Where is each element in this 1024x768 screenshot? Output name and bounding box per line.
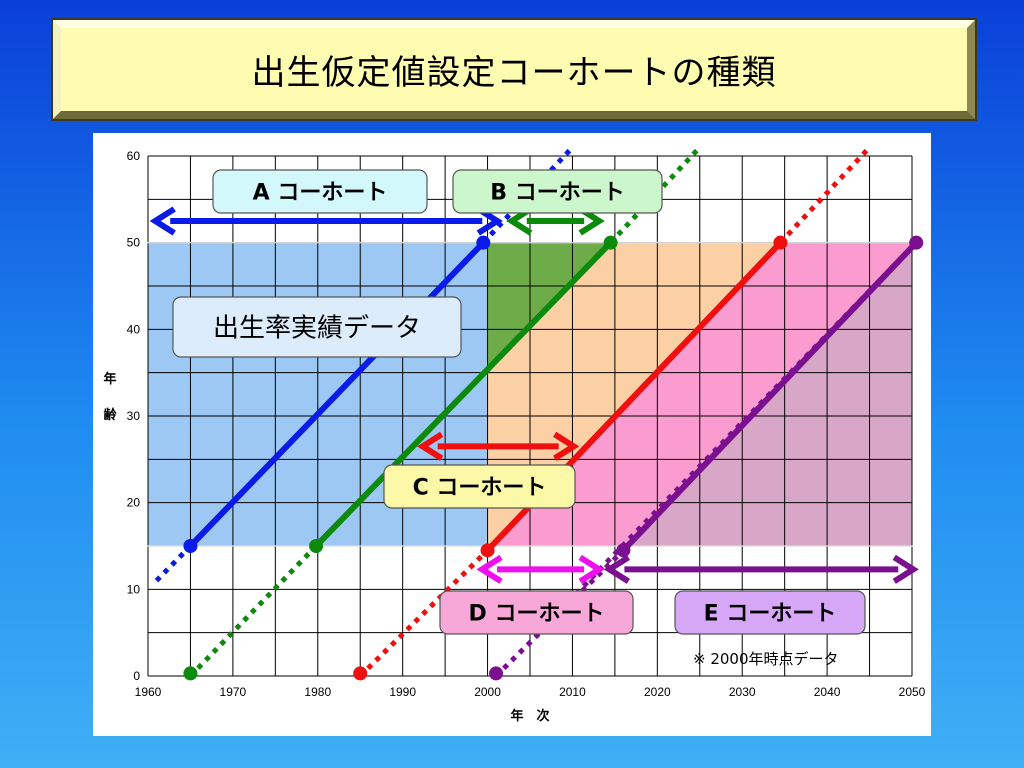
label-bg <box>674 590 866 635</box>
y-axis-label: 年 <box>103 371 116 387</box>
y-tick-label: 50 <box>127 236 141 250</box>
label-text-a: A コーホート <box>253 180 388 205</box>
cohort-point <box>616 543 631 558</box>
label-box-e: E コーホート <box>674 590 866 635</box>
arrow-head-left <box>603 554 631 584</box>
y-tick-label: 40 <box>127 322 141 336</box>
range-arrow-3 <box>476 554 605 584</box>
range-arrow-4 <box>603 554 919 584</box>
cohort-start-point <box>183 666 198 681</box>
y-tick-label: 20 <box>127 496 141 510</box>
note-text: ※ 2000年時点データ <box>693 650 839 668</box>
x-tick-label: 1980 <box>304 685 331 699</box>
label-box-c: C コーホート <box>383 464 576 509</box>
x-tick-label: 1960 <box>135 685 162 699</box>
label-bg <box>212 169 428 214</box>
arrow-head-left <box>476 554 503 584</box>
cohort-extension-high-2 <box>778 145 872 245</box>
cohort-point <box>773 235 788 250</box>
x-axis-label: 年 次 <box>510 708 549 724</box>
y-axis-label: 齢 <box>103 407 117 423</box>
label-box-actual: 出生率実績データ <box>172 296 462 358</box>
cohort-extension-low-1 <box>188 544 318 678</box>
label-text-e: E コーホート <box>704 601 837 626</box>
label-bg <box>383 464 576 509</box>
arrow-head-left <box>417 431 444 461</box>
label-bg <box>452 169 663 214</box>
cohort-point <box>480 543 495 558</box>
x-tick-label: 2030 <box>729 685 756 699</box>
x-tick-label: 2020 <box>644 685 671 699</box>
x-tick-label: 2000 <box>474 685 501 699</box>
label-box-a: A コーホート <box>212 169 428 214</box>
x-tick-label: 2010 <box>559 685 586 699</box>
y-tick-label: 10 <box>127 582 141 596</box>
range-arrow-2 <box>417 431 580 461</box>
cohort-point <box>476 235 491 250</box>
cohort-extension-low-0 <box>154 544 193 583</box>
label-box-d: D コーホート <box>439 590 634 635</box>
arrow-head-right <box>553 431 580 461</box>
chart-panel: 1960 1970 1980 1990 2000 2010 2020 2030 2040 2050… <box>93 133 931 736</box>
label-text-c: C コーホート <box>413 475 547 500</box>
label-box-b: B コーホート <box>452 169 663 214</box>
y-tick-label: 0 <box>133 669 140 683</box>
cohort-line-3 <box>620 239 920 554</box>
cohort-point <box>909 235 924 250</box>
label-text-b: B コーホート <box>490 180 624 205</box>
x-tick-label: 1970 <box>220 685 247 699</box>
cohort-extension-low-2 <box>358 548 490 678</box>
x-tick-label: 2040 <box>814 685 841 699</box>
cohort-point <box>183 539 198 553</box>
arrow-head-left <box>149 206 176 236</box>
arrow-head-right <box>578 554 605 584</box>
cohort-point <box>603 235 618 250</box>
cohort-start-point <box>489 666 504 681</box>
label-bg <box>172 296 462 358</box>
cohort-start-point <box>353 666 368 681</box>
cohort-point <box>309 539 324 553</box>
slide-title-box: 出生仮定値設定コーホートの種類 <box>51 18 977 121</box>
cohort-line-0 <box>187 239 487 549</box>
x-tick-label: 2050 <box>899 685 926 699</box>
cohort-chart: 1960 1970 1980 1990 2000 2010 2020 2030 2040 2050… <box>93 145 931 724</box>
y-tick-label: 60 <box>127 149 141 163</box>
region-mauve <box>623 242 912 546</box>
label-bg <box>439 590 634 635</box>
label-text-actual: 出生率実績データ <box>213 313 421 343</box>
x-tick-label: 1990 <box>389 685 416 699</box>
y-tick-label: 30 <box>127 409 141 423</box>
slide-title: 出生仮定値設定コーホートの種類 <box>251 53 777 93</box>
label-text-d: D コーホート <box>469 601 605 626</box>
cohort-line-1 <box>313 239 614 549</box>
arrow-head-right <box>892 554 919 584</box>
